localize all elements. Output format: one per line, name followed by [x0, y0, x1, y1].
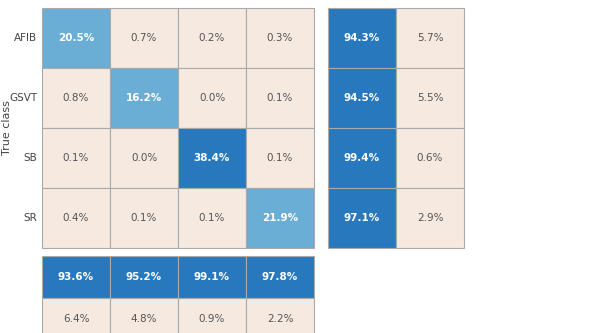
Text: 0.1%: 0.1%	[267, 153, 293, 163]
Bar	[110, 298, 178, 333]
Text: 0.0%: 0.0%	[131, 153, 157, 163]
Bar	[178, 68, 246, 128]
Bar	[178, 188, 246, 248]
Text: 0.9%: 0.9%	[199, 314, 225, 324]
Text: AFIB: AFIB	[14, 33, 37, 43]
Text: 99.4%: 99.4%	[344, 153, 380, 163]
Bar	[246, 188, 314, 248]
Text: 0.8%: 0.8%	[63, 93, 89, 103]
Text: 93.6%: 93.6%	[58, 272, 94, 282]
Bar	[110, 8, 178, 68]
Bar	[246, 256, 314, 298]
Bar	[178, 298, 246, 333]
Text: 0.2%: 0.2%	[199, 33, 225, 43]
Text: 6.4%: 6.4%	[63, 314, 89, 324]
Text: GSVT: GSVT	[9, 93, 37, 103]
Bar	[110, 68, 178, 128]
Bar	[396, 68, 464, 128]
Bar	[110, 128, 178, 188]
Text: 0.6%: 0.6%	[417, 153, 443, 163]
Bar	[110, 256, 178, 298]
Bar	[328, 8, 396, 68]
Bar	[396, 8, 464, 68]
Bar	[42, 298, 110, 333]
Bar	[178, 256, 246, 298]
Text: 2.9%: 2.9%	[417, 213, 443, 223]
Text: 5.5%: 5.5%	[417, 93, 443, 103]
Text: 0.0%: 0.0%	[199, 93, 225, 103]
Text: SR: SR	[23, 213, 37, 223]
Text: 0.1%: 0.1%	[63, 153, 89, 163]
Text: 0.3%: 0.3%	[267, 33, 293, 43]
Text: 4.8%: 4.8%	[131, 314, 157, 324]
Bar	[246, 8, 314, 68]
Bar	[396, 188, 464, 248]
Text: True class: True class	[2, 101, 12, 156]
Text: 97.8%: 97.8%	[262, 272, 298, 282]
Bar	[246, 128, 314, 188]
Text: 21.9%: 21.9%	[262, 213, 298, 223]
Text: 99.1%: 99.1%	[194, 272, 230, 282]
Text: 94.5%: 94.5%	[344, 93, 380, 103]
Bar	[110, 188, 178, 248]
Bar	[42, 188, 110, 248]
Bar	[328, 188, 396, 248]
Bar	[178, 128, 246, 188]
Text: 94.3%: 94.3%	[344, 33, 380, 43]
Text: 95.2%: 95.2%	[126, 272, 162, 282]
Text: 2.2%: 2.2%	[267, 314, 293, 324]
Text: 0.4%: 0.4%	[63, 213, 89, 223]
Text: 0.1%: 0.1%	[267, 93, 293, 103]
Bar	[178, 8, 246, 68]
Bar	[396, 128, 464, 188]
Text: 0.1%: 0.1%	[199, 213, 225, 223]
Bar	[246, 68, 314, 128]
Text: 20.5%: 20.5%	[58, 33, 94, 43]
Bar	[42, 68, 110, 128]
Bar	[42, 256, 110, 298]
Bar	[328, 68, 396, 128]
Text: SB: SB	[23, 153, 37, 163]
Bar	[328, 128, 396, 188]
Bar	[246, 298, 314, 333]
Text: 38.4%: 38.4%	[194, 153, 230, 163]
Text: 16.2%: 16.2%	[126, 93, 162, 103]
Text: 97.1%: 97.1%	[344, 213, 380, 223]
Bar	[42, 8, 110, 68]
Text: 5.7%: 5.7%	[417, 33, 443, 43]
Text: 0.7%: 0.7%	[131, 33, 157, 43]
Bar	[42, 128, 110, 188]
Text: 0.1%: 0.1%	[131, 213, 157, 223]
